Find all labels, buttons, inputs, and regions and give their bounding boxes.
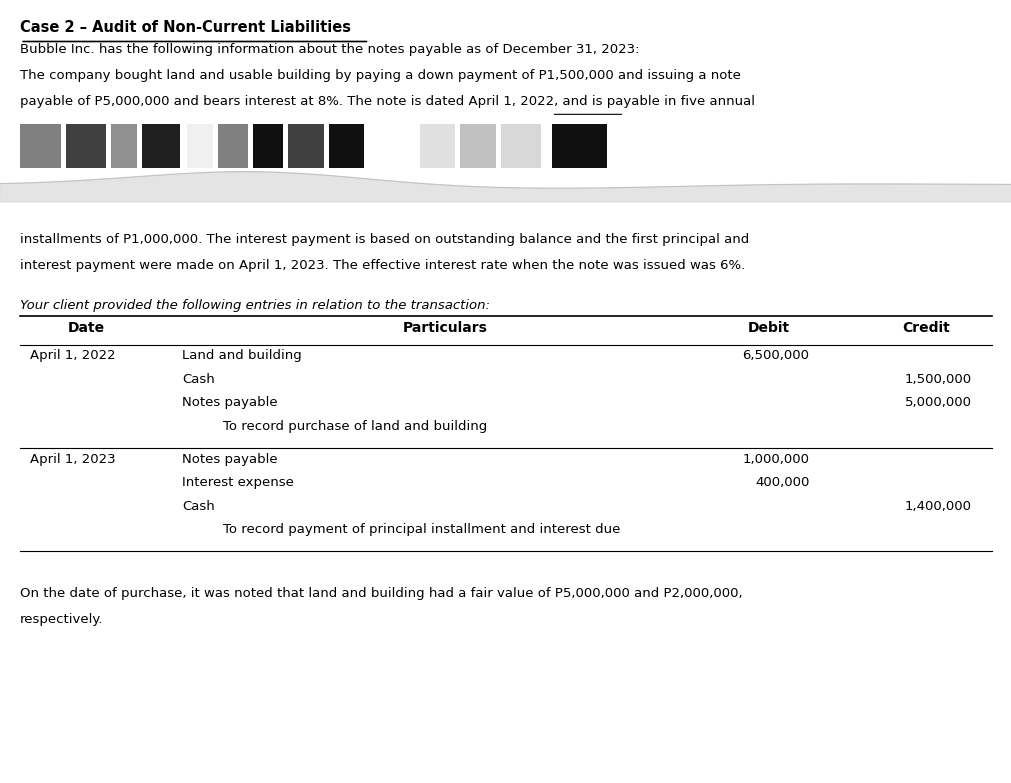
Text: installments of P1,000,000. The interest payment is based on outstanding balance: installments of P1,000,000. The interest… <box>20 233 749 247</box>
Text: payable of P5,000,000 and bears interest at 8%. The note is dated April 1, 2022,: payable of P5,000,000 and bears interest… <box>20 95 754 108</box>
Text: Your client provided the following entries in relation to the transaction:: Your client provided the following entri… <box>20 299 489 312</box>
Bar <box>253 124 283 168</box>
Bar <box>288 124 324 168</box>
Bar <box>20 124 61 168</box>
Text: Notes payable: Notes payable <box>182 396 277 410</box>
Text: Particulars: Particulars <box>402 321 487 335</box>
Text: Interest expense: Interest expense <box>182 476 294 489</box>
Text: Cash: Cash <box>182 500 214 513</box>
Text: 1,000,000: 1,000,000 <box>742 453 809 466</box>
Text: Debit: Debit <box>747 321 790 335</box>
Text: Cash: Cash <box>182 373 214 386</box>
Bar <box>111 124 136 168</box>
Text: Notes payable: Notes payable <box>182 453 277 466</box>
Text: Case 2 – Audit of Non-Current Liabilities: Case 2 – Audit of Non-Current Liabilitie… <box>20 20 351 34</box>
Text: Bubble Inc. has the following information about the notes payable as of December: Bubble Inc. has the following informatio… <box>20 43 639 56</box>
Text: April 1, 2023: April 1, 2023 <box>30 453 116 466</box>
Text: To record purchase of land and building: To record purchase of land and building <box>222 420 486 433</box>
Bar <box>217 124 248 168</box>
Text: 5,000,000: 5,000,000 <box>904 396 971 410</box>
Bar <box>329 124 364 168</box>
Text: To record payment of principal installment and interest due: To record payment of principal installme… <box>222 523 620 536</box>
Bar <box>66 124 106 168</box>
Bar <box>420 124 455 168</box>
Text: April 1, 2022: April 1, 2022 <box>30 349 116 363</box>
Bar <box>187 124 212 168</box>
Text: On the date of purchase, it was noted that land and building had a fair value of: On the date of purchase, it was noted th… <box>20 587 742 601</box>
Text: 6,500,000: 6,500,000 <box>742 349 809 363</box>
Text: Credit: Credit <box>901 321 949 335</box>
Text: 1,400,000: 1,400,000 <box>904 500 971 513</box>
Text: interest payment were made on April 1, 2023. The effective interest rate when th: interest payment were made on April 1, 2… <box>20 259 745 272</box>
Text: respectively.: respectively. <box>20 613 104 626</box>
Text: Land and building: Land and building <box>182 349 301 363</box>
Text: Date: Date <box>68 321 104 335</box>
Bar <box>142 124 180 168</box>
Text: The company bought land and usable building by paying a down payment of P1,500,0: The company bought land and usable build… <box>20 69 740 82</box>
Bar <box>460 124 495 168</box>
Text: 1,500,000: 1,500,000 <box>904 373 971 386</box>
Text: 400,000: 400,000 <box>754 476 809 489</box>
Bar <box>500 124 541 168</box>
Bar <box>551 124 607 168</box>
